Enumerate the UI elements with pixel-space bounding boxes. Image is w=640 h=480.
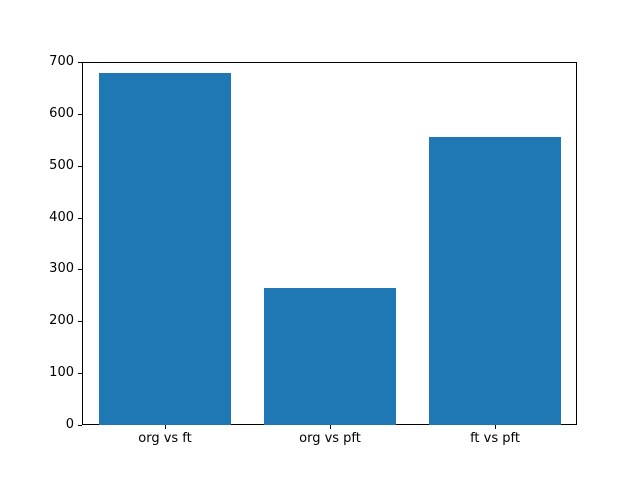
x-tick-label: org vs pft [299, 431, 361, 446]
bar-ft-vs-pft [429, 137, 561, 425]
x-tick-mark [495, 425, 496, 429]
y-tick-mark [78, 269, 82, 270]
x-tick-label: ft vs pft [470, 431, 520, 446]
y-tick-mark [78, 166, 82, 167]
y-tick-mark [78, 373, 82, 374]
bar-org-vs-ft [99, 73, 231, 425]
x-tick-label: org vs ft [138, 431, 192, 446]
y-tick-mark [78, 425, 82, 426]
y-tick-label: 100 [49, 365, 74, 380]
y-tick-mark [78, 321, 82, 322]
y-tick-label: 400 [49, 210, 74, 225]
y-tick-label: 600 [49, 106, 74, 121]
y-tick-mark [78, 62, 82, 63]
y-tick-label: 0 [65, 417, 74, 432]
y-tick-label: 200 [49, 313, 74, 328]
y-tick-mark [78, 218, 82, 219]
y-tick-label: 700 [49, 54, 74, 69]
x-tick-mark [165, 425, 166, 429]
y-tick-mark [78, 114, 82, 115]
x-tick-mark [330, 425, 331, 429]
y-tick-label: 500 [49, 158, 74, 173]
bar-org-vs-pft [264, 288, 396, 425]
y-tick-label: 300 [49, 261, 74, 276]
